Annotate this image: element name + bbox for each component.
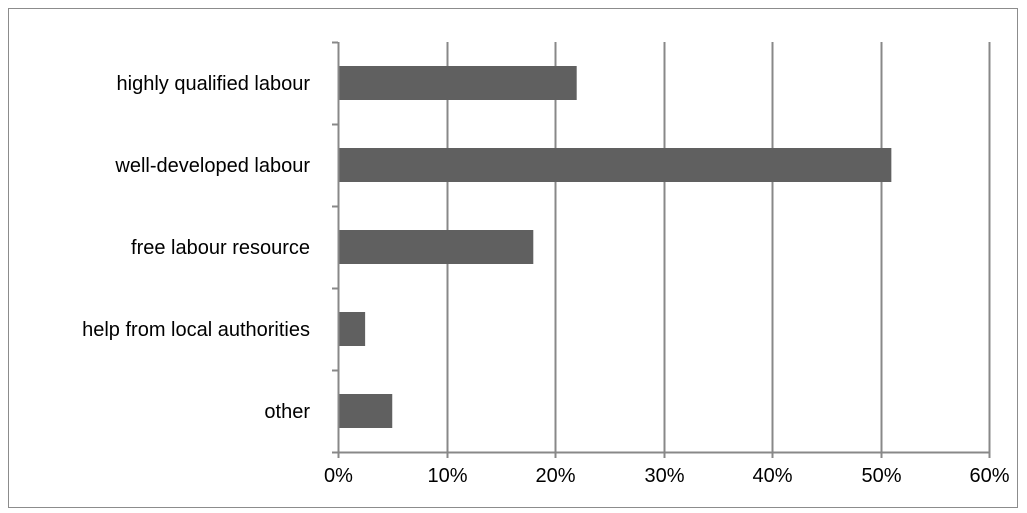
bar-1 bbox=[338, 148, 892, 182]
x-tick-label: 0% bbox=[324, 465, 353, 487]
gridlines bbox=[446, 42, 991, 452]
bar-2 bbox=[338, 230, 534, 264]
bar-4 bbox=[338, 394, 393, 428]
x-tick-label: 40% bbox=[752, 465, 792, 487]
bars bbox=[338, 66, 892, 428]
labels: 0% 10% 20% 30% 40% 50% 60% highly qualified lab… bbox=[82, 73, 1010, 487]
x-tick-label: 30% bbox=[644, 465, 684, 487]
category-label: highly qualified labour bbox=[117, 73, 311, 95]
axes bbox=[332, 41, 991, 458]
x-tick-label: 60% bbox=[969, 465, 1009, 487]
bar-0 bbox=[338, 66, 577, 100]
category-label: help from local authorities bbox=[82, 319, 310, 341]
x-tick-label: 50% bbox=[861, 465, 901, 487]
x-tick-label: 20% bbox=[535, 465, 575, 487]
category-label: other bbox=[264, 401, 310, 423]
category-label: well-developed labour bbox=[114, 155, 310, 177]
x-tick-label: 10% bbox=[427, 465, 467, 487]
category-label: free labour resource bbox=[131, 237, 310, 259]
bar-3 bbox=[338, 312, 366, 346]
